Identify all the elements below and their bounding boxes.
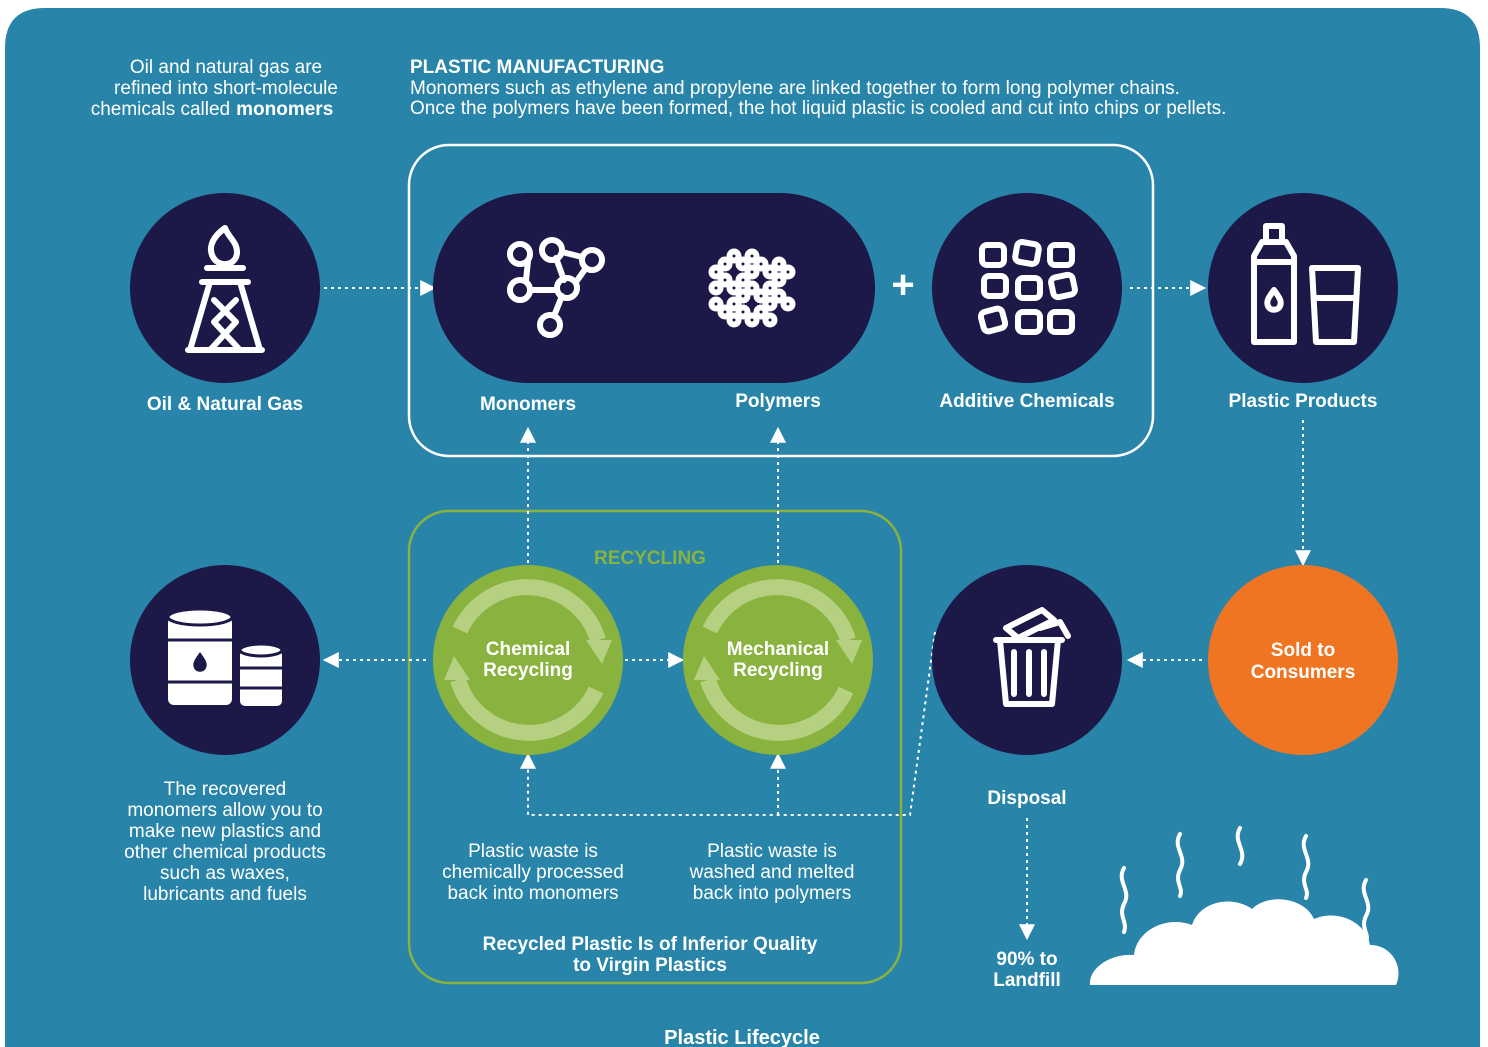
recycling-note: washed and melted [689,862,855,883]
node-label: Consumers [1251,662,1356,683]
node-label: Additive Chemicals [939,391,1114,412]
node-label: Chemical [486,639,570,660]
manufacturing-text: Once the polymers have been formed, the … [410,98,1226,119]
node-label: Oil & Natural Gas [147,394,303,415]
intro-text: Oil and natural gas are [130,57,322,78]
barrels-icon-part [240,650,282,706]
recycling-note: Plastic waste is [707,841,837,862]
oil-node [130,193,320,383]
page: + [0,0,1488,1047]
node-label: Mechanical [727,639,829,660]
intro-text: refined into short-molecule [114,78,338,99]
node-label: Recycling [483,660,573,681]
manufacturing-text: Monomers such as ethylene and propylene … [410,78,1180,99]
intro-text: chemicals called monomers [91,99,334,120]
recycling-note: Plastic waste is [468,841,598,862]
node-label: Plastic Products [1229,391,1378,412]
intro-bold: monomers [236,99,333,120]
recovered-note: The recovered [164,779,287,800]
recovered-note: such as waxes, [160,863,290,884]
recycling-title: RECYCLING [594,548,706,569]
recycling-footnote: Recycled Plastic Is of Inferior Quality [483,934,818,955]
recycling-footnote: to Virgin Plastics [573,955,727,976]
barrels-icon-part [168,609,232,625]
recycling-note: chemically processed [442,862,624,883]
node-label: Sold to [1271,640,1335,661]
caption: Plastic Lifecycle [664,1027,820,1047]
diagram: + [0,0,1488,1047]
recovered-note: monomers allow you to [127,800,322,821]
node-label: Monomers [480,394,576,415]
plus-sign: + [891,263,914,307]
node-label: Recycling [733,660,823,681]
recycling-note: back into polymers [693,883,851,904]
recycling-note: back into monomers [447,883,618,904]
manufacturing-title: PLASTIC MANUFACTURING [410,57,664,78]
node-label: Landfill [993,970,1061,991]
node-label: 90% to [996,949,1057,970]
products-node [1208,193,1398,383]
node-label: Disposal [987,788,1066,809]
recovered-note: make new plastics and [129,821,321,842]
intro-text: chemicals called [91,99,230,120]
monomer-polymer-pill [433,193,875,383]
barrels-icon-part [240,644,282,656]
additives-node [932,193,1122,383]
recovered-note: other chemical products [124,842,326,863]
node-label: Polymers [735,391,821,412]
recovered-note: lubricants and fuels [143,884,307,905]
